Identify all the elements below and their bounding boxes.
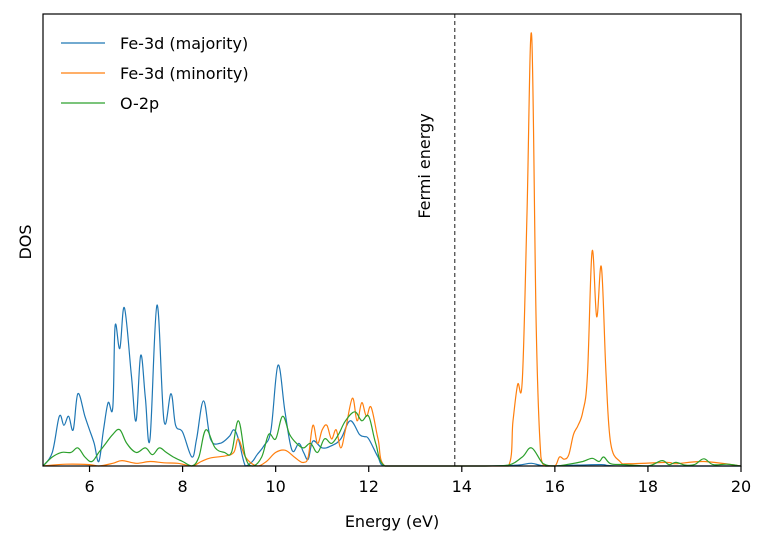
y-axis-label: DOS xyxy=(16,224,35,259)
fermi-energy-label: Fermi energy xyxy=(415,113,434,218)
legend-label-minority: Fe-3d (minority) xyxy=(120,64,249,83)
series-line-fe3d-minority xyxy=(42,32,742,467)
x-tick-label: 8 xyxy=(178,477,188,496)
series-line-fe3d-majority xyxy=(42,304,741,467)
x-axis-ticks: 6 8 10 12 14 16 18 20 xyxy=(84,466,751,496)
plot-frame xyxy=(42,13,742,467)
plot-background xyxy=(43,14,741,466)
x-tick-label: 18 xyxy=(638,477,658,496)
x-tick-label: 16 xyxy=(545,477,565,496)
series-group xyxy=(42,32,742,467)
legend: Fe-3d (majority) Fe-3d (minority) O-2p xyxy=(61,34,249,113)
x-tick-label: 10 xyxy=(265,477,285,496)
x-tick-label: 6 xyxy=(84,477,94,496)
x-tick-label: 14 xyxy=(452,477,472,496)
x-tick-label: 12 xyxy=(359,477,379,496)
series-line-o2p xyxy=(42,411,742,467)
x-tick-label: 20 xyxy=(731,477,751,496)
x-axis-label: Energy (eV) xyxy=(345,512,439,531)
legend-label-o2p: O-2p xyxy=(120,94,159,113)
legend-label-majority: Fe-3d (majority) xyxy=(120,34,248,53)
